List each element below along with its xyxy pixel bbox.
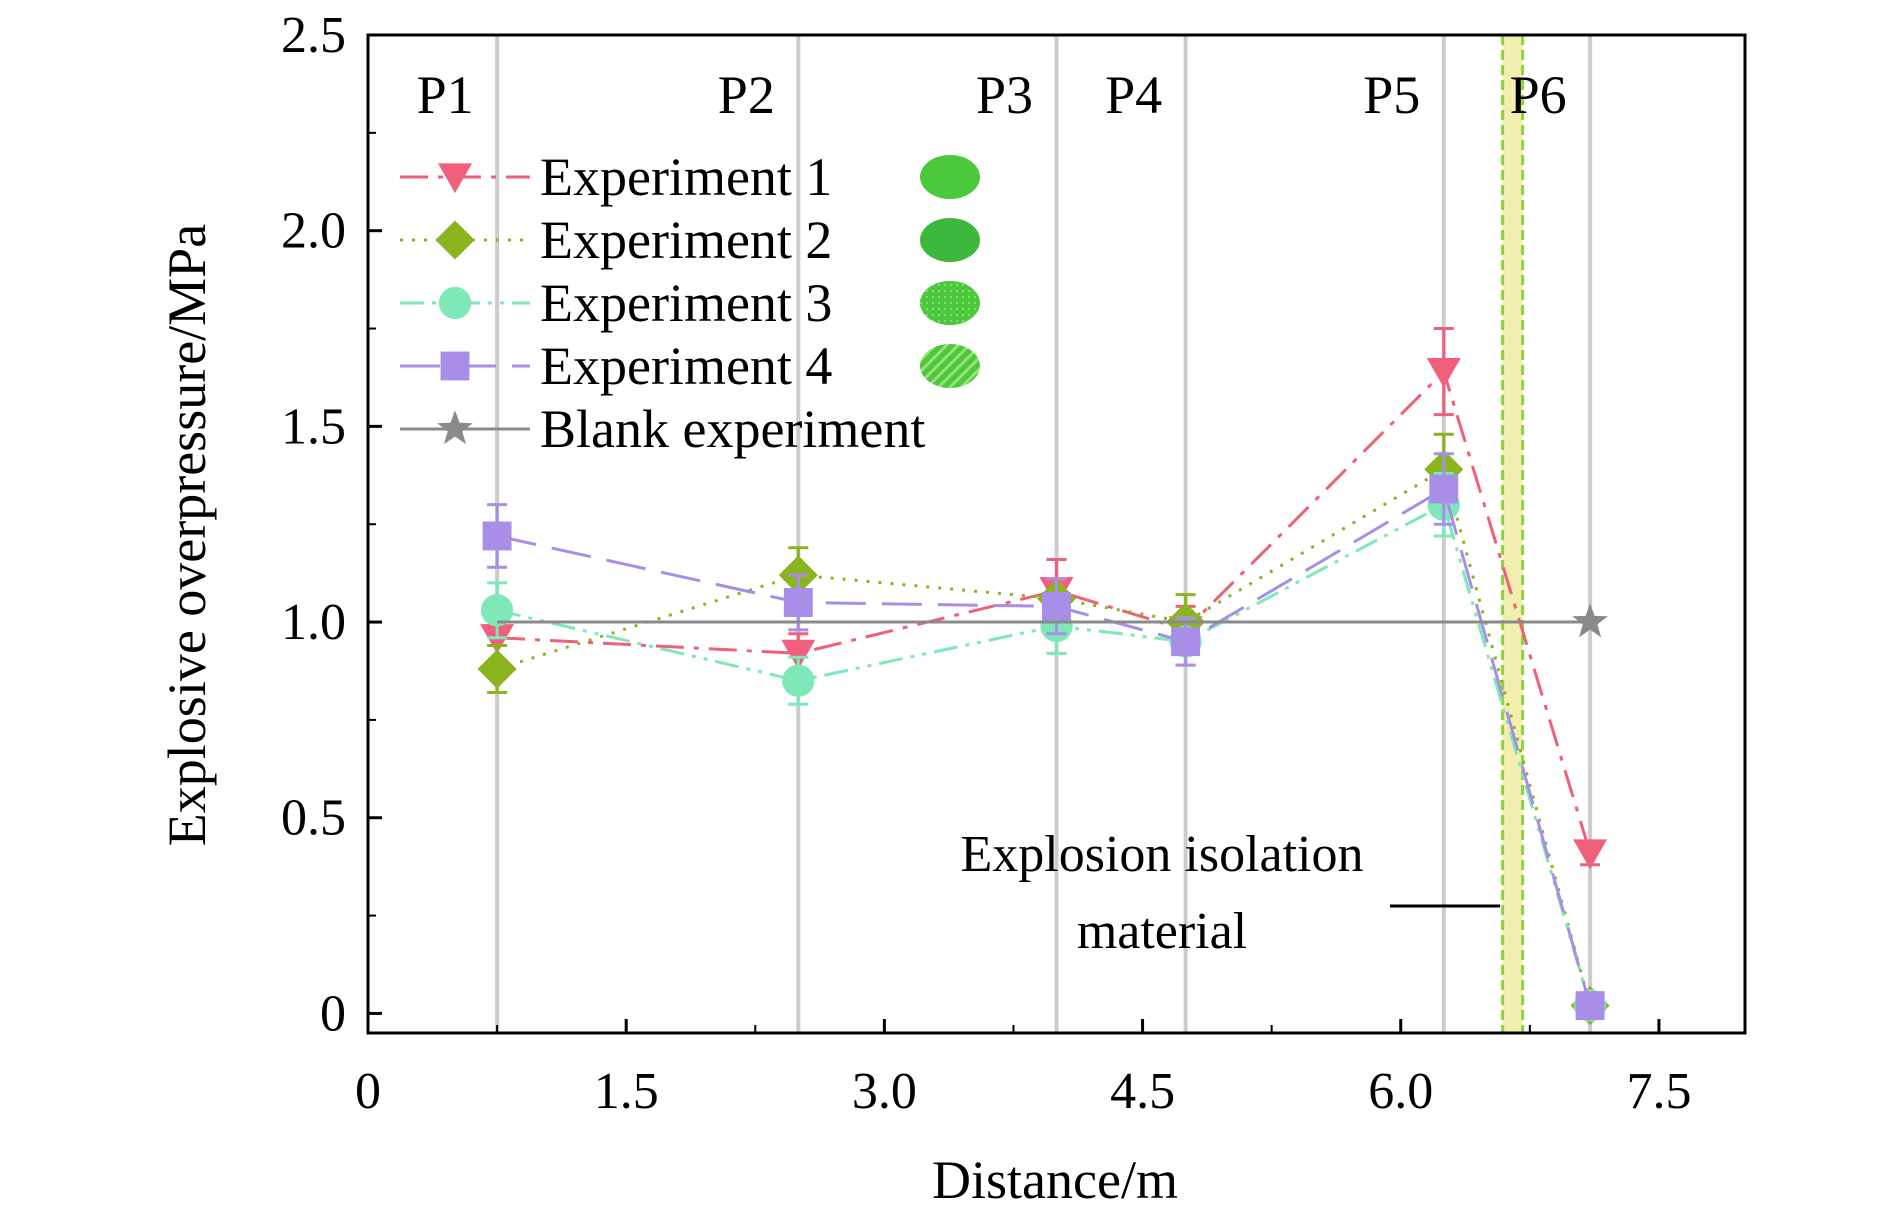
legend-item-5: Blank experiment	[400, 399, 925, 459]
y-axis-label: Explosive overpressure/MPa	[157, 224, 217, 846]
legend-item-2: Experiment 2	[400, 210, 980, 270]
x-tick-label: 7.5	[1626, 1063, 1691, 1120]
legend-material-patch	[920, 344, 980, 388]
data-point-1-6	[1573, 839, 1608, 870]
data-point-4-2	[783, 588, 813, 617]
point-label-p6: P6	[1510, 65, 1567, 125]
series-3	[480, 471, 1607, 1022]
point-labels: P1 P2 P3 P4 P5 P6	[417, 65, 1567, 125]
y-tick-label: 1.5	[281, 398, 346, 455]
legend-material-patch	[920, 281, 980, 325]
point-label-p1: P1	[417, 65, 474, 125]
y-tick-label: 0.5	[281, 790, 346, 847]
data-point-2-1	[477, 649, 517, 689]
legend-label: Experiment 1	[540, 147, 832, 207]
data-point-4-4	[1171, 627, 1201, 657]
isolation-label-line2: material	[1077, 903, 1247, 960]
legend-material-patch	[920, 155, 980, 199]
data-point-1-2	[781, 639, 816, 670]
series-line-4	[496, 486, 1592, 1007]
data-point-4-3	[1042, 591, 1071, 621]
legend-item-4: Experiment 4	[400, 336, 980, 396]
x-tick-label: 6.0	[1368, 1063, 1433, 1120]
y-tick-label: 2.5	[281, 7, 346, 64]
series-line-1	[497, 368, 1592, 854]
x-tick-label: 1.5	[594, 1063, 659, 1120]
point-label-p4: P4	[1105, 65, 1162, 125]
y-tick-label: 2.0	[281, 203, 346, 260]
series-5	[497, 603, 1608, 638]
legend-label: Experiment 4	[540, 336, 832, 396]
x-axis-label: Distance/m	[932, 1150, 1178, 1210]
legend-marker	[438, 286, 472, 320]
data-point-4-1	[482, 521, 512, 551]
x-tick-label: 4.5	[1110, 1063, 1175, 1120]
data-point-1-5	[1426, 357, 1461, 388]
x-tick-label: 0	[355, 1063, 381, 1120]
isolation-band	[1502, 35, 1523, 1033]
y-tick-label: 1.0	[281, 594, 346, 651]
series-line-2	[496, 467, 1592, 1006]
isolation-material	[1501, 35, 1525, 1033]
series-line-3	[496, 502, 1592, 1007]
legend-marker	[437, 410, 473, 445]
legend-label: Experiment 2	[540, 210, 832, 270]
data-point-3-2	[782, 664, 815, 697]
data-point-5-2	[1572, 603, 1608, 638]
data-series	[477, 327, 1610, 1026]
x-tick-label: 3.0	[852, 1063, 917, 1120]
legend-marker	[440, 351, 470, 381]
y-tick-label: 0	[320, 985, 346, 1042]
annotation: Explosion isolation material	[961, 826, 1500, 960]
point-label-p2: P2	[718, 65, 775, 125]
point-label-p5: P5	[1363, 65, 1420, 125]
legend-item-1: Experiment 1	[400, 147, 980, 207]
data-point-4-5	[1429, 474, 1459, 504]
legend-item-3: Experiment 3	[400, 273, 980, 333]
legend-marker	[435, 220, 475, 260]
legend-marker	[438, 163, 472, 194]
legend-label: Experiment 3	[540, 273, 832, 333]
point-label-p3: P3	[976, 65, 1033, 125]
data-point-4-6	[1575, 991, 1605, 1021]
data-point-3-1	[480, 594, 514, 627]
legend-material-patch	[920, 218, 980, 262]
plot-frame	[366, 33, 1747, 1035]
series-4	[482, 452, 1605, 1021]
isolation-label-line1: Explosion isolation	[961, 826, 1364, 883]
axes: 0 1.5 3.0 4.5 6.0 7.5 0 0.5 1.0 1.5 2.0 2.5	[281, 7, 1747, 1120]
legend-label: Blank experiment	[540, 399, 925, 459]
